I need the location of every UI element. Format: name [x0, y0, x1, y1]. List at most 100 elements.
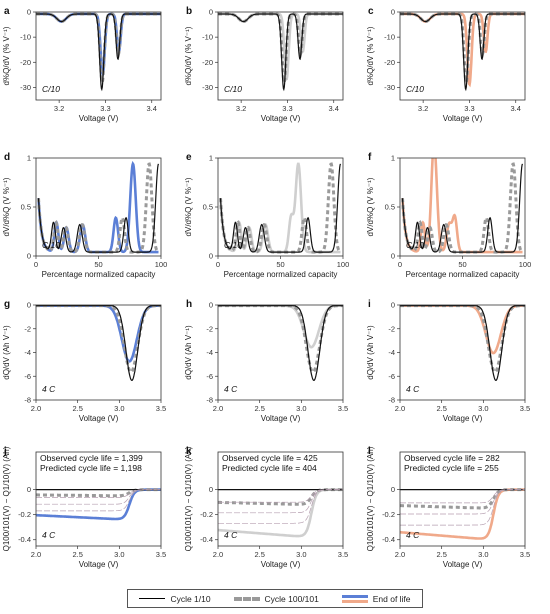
- x-tick-label: 2.0: [213, 404, 223, 413]
- x-axis-label: Voltage (V): [443, 114, 483, 123]
- panel-letter: l: [368, 446, 371, 457]
- legend-item-cycle-1-10: Cycle 1/10: [139, 593, 211, 604]
- rate-annotation: C/10: [42, 84, 60, 94]
- y-axis-label: dQ/dV (Ah V⁻¹): [184, 325, 193, 380]
- panel-letter: h: [186, 299, 192, 310]
- rate-annotation: 4 C: [224, 530, 238, 540]
- panel-b: 3.2 3.3 3.4 0 -10 -20 -30 Voltage (V) d%Q/dV (% …: [184, 6, 344, 123]
- x-tick-label: 3.3: [282, 104, 292, 113]
- y-tick-label: 1: [391, 154, 395, 163]
- x-axis-label: Voltage (V): [261, 414, 301, 423]
- y-tick-label: -8: [388, 396, 395, 405]
- rate-annotation: 4 C: [406, 530, 420, 540]
- x-tick-label: 2.5: [72, 550, 82, 559]
- rate-annotation: C/10: [42, 240, 60, 250]
- y-tick-label: -8: [24, 396, 31, 405]
- x-tick-label: 3.0: [296, 550, 306, 559]
- y-tick-label: -0.4: [382, 535, 395, 544]
- panel-letter: i: [368, 299, 371, 310]
- legend-item-cycle-100-101: Cycle 100/101: [233, 593, 319, 604]
- series-intermediate: [400, 489, 525, 526]
- panel-letter: c: [368, 6, 374, 17]
- x-tick-label: 3.0: [114, 550, 124, 559]
- rate-annotation: 4 C: [42, 530, 56, 540]
- rate-annotation: 4 C: [42, 384, 56, 394]
- series-cycle-1-10: [400, 13, 525, 92]
- y-tick-label: -2: [206, 324, 213, 333]
- y-tick-label: 0: [27, 485, 31, 494]
- y-tick-label: 1: [209, 154, 213, 163]
- legend-label: End of life: [372, 593, 411, 604]
- x-tick-label: 3.2: [418, 104, 428, 113]
- y-axis-label: dQ/dV (Ah V⁻¹): [366, 325, 375, 380]
- x-tick-label: 2.0: [395, 550, 405, 559]
- y-tick-label: -20: [384, 58, 395, 67]
- x-axis-label: Percentage normalized capacity: [406, 270, 520, 279]
- panel-letter: g: [4, 299, 10, 310]
- panel-letter: d: [4, 152, 10, 163]
- y-tick-label: -8: [206, 396, 213, 405]
- x-tick-label: 3.2: [54, 104, 64, 113]
- observed-cycle-life: Observed cycle life = 282: [404, 453, 500, 463]
- legend-swatch-end-of-life: [341, 594, 368, 603]
- y-tick-label: -4: [388, 348, 395, 357]
- x-axis-label: Voltage (V): [261, 114, 301, 123]
- y-tick-label: 0.5: [21, 203, 31, 212]
- y-tick-label: 0.5: [385, 203, 395, 212]
- panel-a: 3.2 3.3 3.4 0 -10 -20 -30 Voltage (V) d%Q/dV (% …: [2, 6, 162, 123]
- panel-e: 0 50 100 0 0.5 1 Percentage normalized capacit…: [184, 152, 349, 279]
- y-axis-label: d%Q/dV (% V⁻¹): [2, 26, 11, 85]
- y-tick-label: 0: [391, 252, 395, 261]
- y-tick-label: 0: [209, 252, 213, 261]
- y-axis-label: Q100/101(V) − Q1/10(V) (Ah): [184, 446, 193, 551]
- x-tick-label: 3.5: [520, 550, 530, 559]
- series-intermediate: [36, 489, 161, 512]
- x-tick-label: 3.4: [147, 104, 157, 113]
- series-cycle-1-10: [401, 163, 524, 253]
- x-axis-label: Percentage normalized capacity: [224, 270, 338, 279]
- panel-j: 2.0 2.5 3.0 3.5 0 -0.2 -0.4 Voltage (V) Q100/101…: [2, 446, 166, 569]
- rate-annotation: 4 C: [406, 384, 420, 394]
- plot-frame: [35, 11, 162, 101]
- y-axis-label: Q100/101(V) − Q1/10(V) (Ah): [366, 446, 375, 551]
- plot-frame: [399, 11, 526, 101]
- y-axis-label: Q100/101(V) − Q1/10(V) (Ah): [2, 446, 11, 551]
- observed-cycle-life: Observed cycle life = 425: [222, 453, 318, 463]
- y-tick-label: -0.2: [382, 510, 395, 519]
- y-tick-label: -2: [24, 324, 31, 333]
- x-tick-label: 3.3: [464, 104, 474, 113]
- rate-annotation: C/10: [406, 84, 424, 94]
- y-tick-label: -4: [24, 348, 31, 357]
- y-axis-label: dV/d%Q (V %⁻¹): [2, 177, 11, 236]
- panel-h: 2.0 2.5 3.0 3.5 0 -2 -4 -6 -8 Voltage (V) dQ/dV (A…: [184, 299, 348, 423]
- y-tick-label: -30: [20, 83, 31, 92]
- y-axis-label: dV/d%Q (V %⁻¹): [184, 177, 193, 236]
- panel-g: 2.0 2.5 3.0 3.5 0 -2 -4 -6 -8 Voltage (V) dQ/dV (A…: [2, 299, 166, 423]
- y-tick-label: 0: [27, 8, 31, 17]
- x-tick-label: 2.5: [436, 404, 446, 413]
- y-tick-label: 0: [209, 485, 213, 494]
- x-axis-label: Voltage (V): [443, 414, 483, 423]
- legend-swatch-cycle-100-101: [233, 596, 260, 601]
- x-tick-label: 2.5: [254, 404, 264, 413]
- panel-letter: j: [3, 446, 7, 457]
- y-tick-label: 0: [391, 301, 395, 310]
- x-tick-label: 3.5: [338, 404, 348, 413]
- predicted-cycle-life: Predicted cycle life = 1,198: [40, 463, 142, 473]
- x-tick-label: 2.0: [395, 404, 405, 413]
- legend-label: Cycle 100/101: [264, 593, 319, 604]
- x-tick-label: 50: [94, 260, 102, 269]
- y-tick-label: -6: [24, 372, 31, 381]
- legend-item-end-of-life: End of life: [341, 593, 411, 604]
- x-tick-label: 3.4: [329, 104, 339, 113]
- x-tick-label: 0: [398, 260, 402, 269]
- panel-letter: e: [186, 152, 192, 163]
- legend: Cycle 1/10 Cycle 100/101 End of life: [127, 589, 423, 608]
- y-tick-label: -10: [20, 33, 31, 42]
- legend-label: Cycle 1/10: [170, 593, 211, 604]
- series-cycle-1-10: [218, 13, 343, 92]
- panel-l: 2.0 2.5 3.0 3.5 0 -0.2 -0.4 Voltage (V) Q100/101…: [366, 446, 530, 569]
- series-intermediate: [400, 489, 525, 515]
- series-end-of-life: [218, 305, 343, 349]
